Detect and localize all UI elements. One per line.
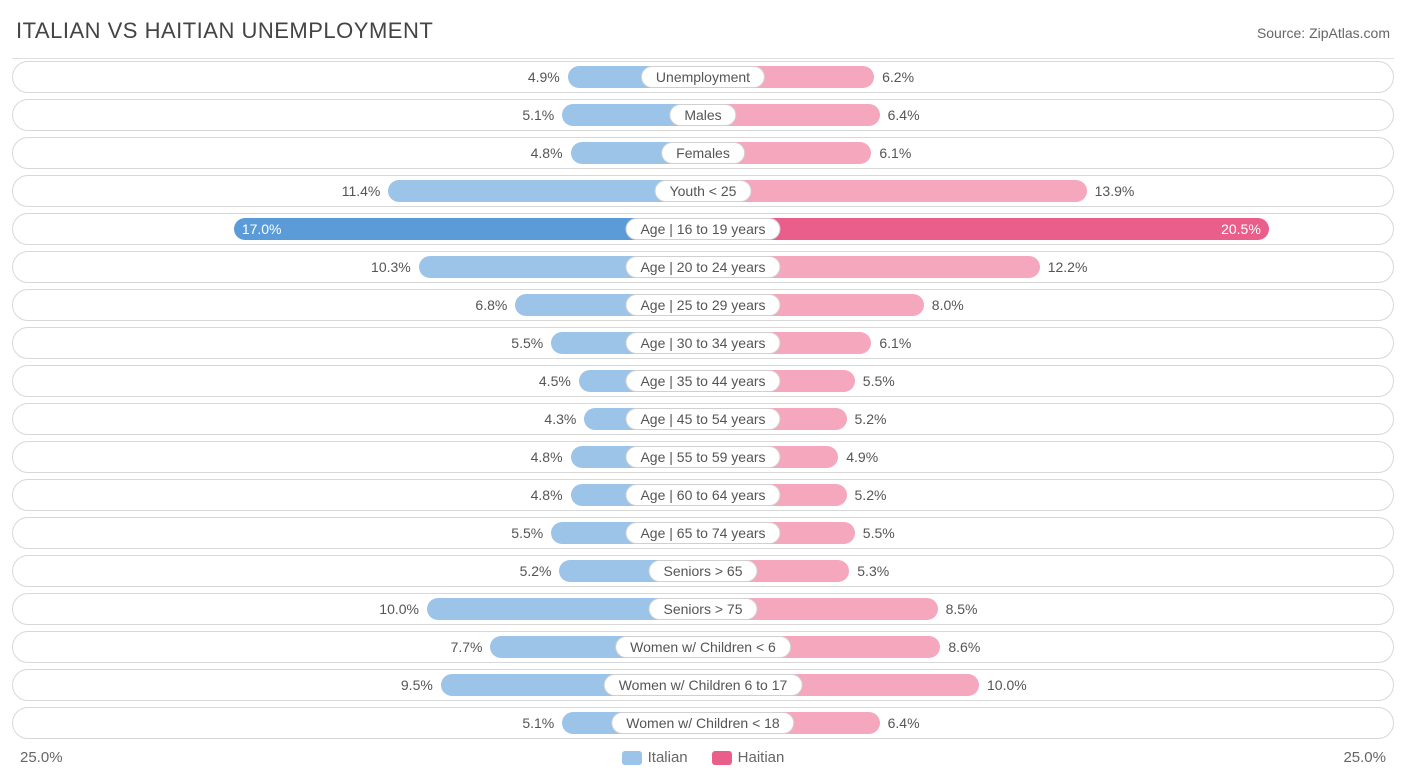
chart-row: 17.0% 20.5% Age | 16 to 19 years [12,213,1394,245]
value-haitian: 6.2% [874,69,922,85]
category-label: Age | 55 to 59 years [625,446,780,468]
value-haitian: 5.2% [847,487,895,503]
value-italian: 4.9% [520,69,568,85]
value-italian: 5.1% [514,107,562,123]
chart-row: 4.5% 5.5% Age | 35 to 44 years [12,365,1394,397]
chart-row: 10.0% 8.5% Seniors > 75 [12,593,1394,625]
value-haitian: 13.9% [1087,183,1143,199]
chart-row: 4.3% 5.2% Age | 45 to 54 years [12,403,1394,435]
category-label: Age | 60 to 64 years [625,484,780,506]
value-italian: 7.7% [443,639,491,655]
value-italian: 9.5% [393,677,441,693]
value-haitian: 5.3% [849,563,897,579]
value-italian: 10.3% [363,259,419,275]
value-italian: 4.8% [523,449,571,465]
value-haitian: 6.4% [880,715,928,731]
chart-footer: 25.0% Italian Haitian 25.0% [12,745,1394,766]
category-label: Males [669,104,736,126]
value-haitian: 6.4% [880,107,928,123]
chart-row: 4.8% 6.1% Females [12,137,1394,169]
value-haitian: 12.2% [1040,259,1096,275]
value-haitian: 6.1% [871,335,919,351]
category-label: Age | 30 to 34 years [625,332,780,354]
legend-label-italian: Italian [648,749,688,766]
value-haitian: 4.9% [838,449,886,465]
value-haitian: 20.5% [1213,221,1269,237]
chart-row: 4.8% 5.2% Age | 60 to 64 years [12,479,1394,511]
category-label: Seniors > 75 [649,598,758,620]
chart-row: 5.2% 5.3% Seniors > 65 [12,555,1394,587]
category-label: Youth < 25 [655,180,752,202]
chart-header: ITALIAN VS HAITIAN UNEMPLOYMENT Source: … [12,12,1394,58]
category-label: Age | 65 to 74 years [625,522,780,544]
value-haitian: 5.2% [847,411,895,427]
chart-row: 5.1% 6.4% Males [12,99,1394,131]
value-italian: 6.8% [467,297,515,313]
chart-row: 10.3% 12.2% Age | 20 to 24 years [12,251,1394,283]
legend-swatch-haitian [712,751,732,765]
value-italian: 11.4% [334,183,389,199]
chart-row: 9.5% 10.0% Women w/ Children 6 to 17 [12,669,1394,701]
value-haitian: 8.0% [924,297,972,313]
chart-row: 6.8% 8.0% Age | 25 to 29 years [12,289,1394,321]
legend-item-haitian: Haitian [712,749,785,766]
value-italian: 5.5% [503,335,551,351]
chart-title: ITALIAN VS HAITIAN UNEMPLOYMENT [16,18,433,44]
value-haitian: 8.5% [938,601,986,617]
chart-row: 11.4%13.9%Youth < 25 [12,175,1394,207]
legend-label-haitian: Haitian [738,749,785,766]
value-italian: 4.5% [531,373,579,389]
value-haitian: 5.5% [855,525,903,541]
value-haitian: 8.6% [940,639,988,655]
legend-item-italian: Italian [622,749,688,766]
chart-row: 7.7% 8.6% Women w/ Children < 6 [12,631,1394,663]
category-label: Seniors > 65 [649,560,758,582]
value-italian: 10.0% [371,601,427,617]
value-haitian: 5.5% [855,373,903,389]
bar-haitian: 13.9% [703,180,1087,202]
chart-row: 5.5% 6.1% Age | 30 to 34 years [12,327,1394,359]
value-italian: 5.5% [503,525,551,541]
legend-swatch-italian [622,751,642,765]
chart-row: 4.9% 6.2% Unemployment [12,61,1394,93]
value-haitian: 10.0% [979,677,1035,693]
chart-row: 5.1% 6.4% Women w/ Children < 18 [12,707,1394,739]
category-label: Women w/ Children 6 to 17 [604,674,803,696]
value-haitian: 6.1% [871,145,919,161]
category-label: Females [661,142,745,164]
value-italian: 5.1% [514,715,562,731]
category-label: Age | 16 to 19 years [625,218,780,240]
category-label: Age | 25 to 29 years [625,294,780,316]
value-italian: 17.0% [234,221,290,237]
value-italian: 4.8% [523,145,571,161]
chart-row: 5.5% 5.5% Age | 65 to 74 years [12,517,1394,549]
axis-right-max: 25.0% [1343,749,1386,766]
category-label: Women w/ Children < 18 [611,712,794,734]
value-italian: 4.3% [536,411,584,427]
category-label: Age | 20 to 24 years [625,256,780,278]
category-label: Age | 45 to 54 years [625,408,780,430]
value-italian: 5.2% [512,563,560,579]
value-italian: 4.8% [523,487,571,503]
bar-haitian: 20.5% [703,218,1269,240]
category-label: Age | 35 to 44 years [625,370,780,392]
axis-left-max: 25.0% [20,749,63,766]
category-label: Women w/ Children < 6 [615,636,791,658]
category-label: Unemployment [641,66,765,88]
diverging-bar-chart: 4.9% 6.2% Unemployment 5.1% 6.4% Males 4.8% 6.1… [12,58,1394,739]
legend: Italian Haitian [622,749,785,766]
chart-source: Source: ZipAtlas.com [1257,25,1390,41]
chart-row: 4.8% 4.9% Age | 55 to 59 years [12,441,1394,473]
